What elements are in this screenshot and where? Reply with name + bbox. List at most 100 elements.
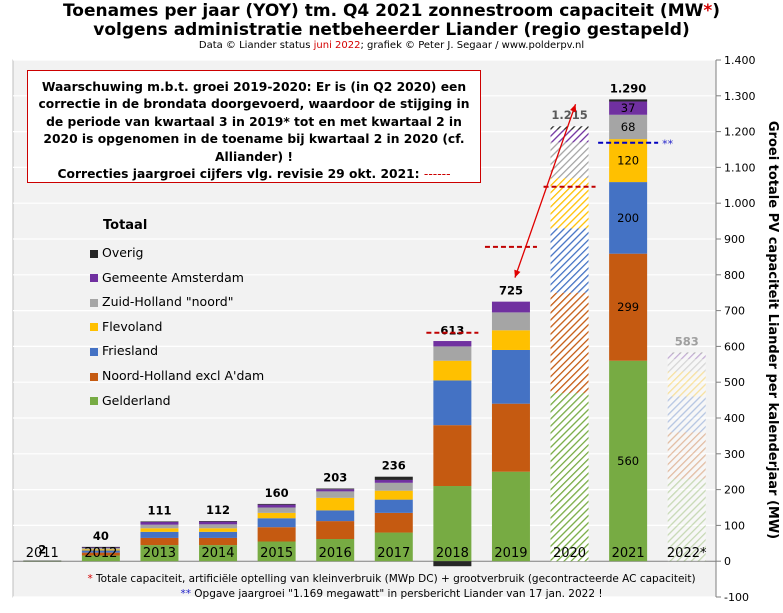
- legend-label: Noord-Holland excl A'dam: [102, 368, 265, 383]
- bar-2017-zuid-holland-noord: [374, 482, 413, 491]
- bar-2020-gelderland: [550, 392, 589, 562]
- y-tick-label: 1.000: [724, 197, 756, 210]
- bar-2021-zuid-holland-noord: [609, 114, 648, 140]
- chart-title-line-2: volgens administratie netbeheerder Liand…: [93, 20, 690, 40]
- total-label-2018: 613: [440, 324, 464, 338]
- x-tick-label-2017: 2017: [377, 546, 410, 561]
- revision-dash-sample: ------: [423, 167, 451, 182]
- bar-2018-gemeente-amsterdam: [433, 341, 472, 347]
- bar-2012-noord-holland-excl-a-dam: [81, 552, 120, 556]
- correction-arrow-head-top: [570, 104, 577, 113]
- bar-2021-gelderland: [609, 360, 648, 562]
- x-tick-label-2011: 2011: [26, 546, 59, 561]
- y-tick-label: 1.400: [724, 54, 756, 67]
- y-tick-label: 300: [724, 448, 745, 461]
- footnote-2: ** Opgave jaargroei "1.169 megawatt" in …: [180, 588, 603, 600]
- x-tick-label-2019: 2019: [494, 546, 527, 561]
- bar-2018-friesland: [433, 380, 472, 426]
- bar-2014-flevoland: [199, 528, 238, 532]
- legend-item-zuid-holland-noord: Zuid-Holland "noord": [90, 294, 233, 309]
- bar-2014-overig: [199, 521, 238, 522]
- total-label-2022: 583: [675, 334, 699, 348]
- legend-swatch: [90, 397, 98, 406]
- bar-2015-friesland: [257, 518, 296, 528]
- legend-item-friesland: Friesland: [90, 343, 158, 358]
- bar-2018-overig: [433, 561, 472, 567]
- bar-2022-friesland: [667, 396, 706, 433]
- correction-arrow-head-bottom: [514, 269, 521, 278]
- warning-text: Waarschuwing m.b.t. groei 2019-2020: Er …: [38, 80, 470, 164]
- bar-2017-noord-holland-excl-a-dam: [374, 512, 413, 533]
- legend-item-gelderland: Gelderland: [90, 393, 171, 408]
- bar-2015-noord-holland-excl-a-dam: [257, 527, 296, 542]
- total-label-2014: 112: [206, 503, 230, 517]
- bar-2018-flevoland: [433, 360, 472, 381]
- legend-label: Flevoland: [102, 318, 163, 334]
- total-label-2019: 725: [499, 284, 523, 298]
- x-tick-label-2021: 2021: [612, 546, 645, 561]
- y-tick-label: 0: [724, 555, 731, 568]
- bar-2017-flevoland: [374, 490, 413, 500]
- bar-2012-gelderland: [81, 555, 120, 562]
- y-tick-label: 400: [724, 412, 745, 425]
- bar-2015-gemeente-amsterdam: [257, 504, 296, 508]
- legend-swatch: [90, 298, 98, 307]
- bar-2014-friesland: [199, 531, 238, 538]
- bar-2021-noord-holland-excl-a-dam: [609, 253, 648, 361]
- bar-2013-gemeente-amsterdam: [140, 521, 179, 525]
- bar-2019-noord-holland-excl-a-dam: [491, 403, 530, 472]
- bar-2016-gemeente-amsterdam: [316, 489, 355, 492]
- bar-2012-friesland: [81, 550, 120, 553]
- bar-2017-friesland: [374, 499, 413, 513]
- bar-2016-flevoland: [316, 497, 355, 511]
- total-label-2020: 1.215: [551, 108, 587, 122]
- total-label-2012: 40: [93, 529, 109, 543]
- bar-2018-gelderland: [433, 486, 472, 562]
- bar-2015-flevoland: [257, 512, 296, 519]
- bar-2013-noord-holland-excl-a-dam: [140, 537, 179, 546]
- y-tick-label: 900: [724, 233, 745, 246]
- legend-label: Gemeente Amsterdam: [102, 269, 244, 285]
- bar-2012-gemeente-amsterdam: [81, 547, 120, 548]
- bar-2014-zuid-holland-noord: [199, 524, 238, 529]
- correction-arrow: [514, 104, 577, 278]
- bar-2019-gemeente-amsterdam: [491, 301, 530, 313]
- bar-2022-flevoland: [667, 371, 706, 397]
- chart-credit: Data © Liander status juni 2022; grafiek…: [198, 40, 585, 51]
- x-tick-label-2020: 2020: [553, 546, 586, 561]
- x-tick-label-2018: 2018: [436, 546, 469, 561]
- legend-swatch: [90, 274, 98, 283]
- bar-2021-overig: [609, 99, 648, 102]
- warning-box: Waarschuwing m.b.t. groei 2019-2020: Er …: [27, 70, 481, 183]
- bar-2021-gemeente-amsterdam: [609, 101, 648, 115]
- legend-label: Friesland: [102, 343, 159, 359]
- bar-2020-gemeente-amsterdam: [550, 129, 589, 143]
- bar-2015-gelderland: [257, 541, 296, 562]
- x-tick-label-2012: 2012: [84, 546, 117, 561]
- bar-2022-gelderland: [667, 478, 706, 562]
- bar-2014-gelderland: [199, 545, 238, 562]
- bar-2020-zuid-holland-noord: [550, 142, 589, 179]
- chart-title-line-1: Toenames per jaar (YOY) tm. Q4 2021 zonn…: [62, 1, 721, 21]
- total-label-2017: 236: [382, 459, 406, 473]
- bar-2018-zuid-holland-noord: [433, 346, 472, 361]
- bar-2013-gelderland: [140, 545, 179, 562]
- segment-label-2021-gelderland: 560: [617, 454, 639, 468]
- bar-2020-flevoland: [550, 178, 589, 229]
- bar-2022-overig: [667, 352, 706, 354]
- bar-2020-overig: [550, 126, 589, 130]
- bar-2017-overig: [374, 476, 413, 480]
- bar-2013-overig: [140, 521, 179, 523]
- bar-2017-gemeente-amsterdam: [374, 479, 413, 483]
- bar-2022-zuid-holland-noord: [667, 358, 706, 372]
- legend-item-overig: Overig: [90, 245, 143, 260]
- bar-2013-friesland: [140, 531, 179, 538]
- y-tick-label: -100: [724, 591, 749, 604]
- bar-2021-friesland: [609, 182, 648, 254]
- bar-2020-friesland: [550, 228, 589, 293]
- segment-label-2021-friesland: 200: [617, 211, 639, 225]
- legend-item-flevoland: Flevoland: [90, 319, 162, 334]
- bar-2014-noord-holland-excl-a-dam: [199, 537, 238, 546]
- bar-2016-zuid-holland-noord: [316, 491, 355, 498]
- segment-label-2021-noord-holland-excl-a-dam: 299: [617, 300, 639, 314]
